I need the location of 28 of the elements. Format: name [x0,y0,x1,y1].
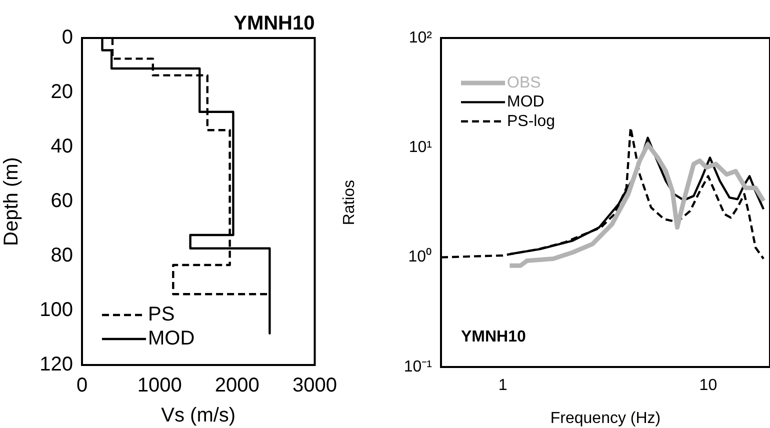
legend-label: PS-log [507,112,556,130]
annotation: YMNH10 [461,328,526,346]
legend-label: OBS [507,74,541,92]
y-tick-label: 120 [40,354,73,376]
y-tick-label: 80 [50,244,73,267]
x-axis-title: Frequency (Hz) [550,410,661,427]
y-tick-label: 60 [50,190,73,212]
x-tick-label: 1000 [137,374,182,397]
x-axis-title: Vs (m/s) [161,404,236,427]
x-tick-label: 3000 [292,374,338,397]
y-tick-label: 40 [50,136,73,158]
y-axis-title: Depth (m) [0,157,23,246]
legend-label: MOD [148,328,195,350]
x-tick-label: 0 [76,374,88,397]
x-tick-label: 10 [699,377,718,394]
y-tick-label: 100 [40,299,73,322]
y-tick-label: 10⁰ [408,248,432,266]
y-tick-label: 10² [408,29,433,46]
y-tick-label: 0 [62,26,73,49]
x-tick-label: 1 [498,377,508,394]
y-tick-label: 10¹ [408,139,432,156]
x-tick-label: 2000 [214,374,260,397]
chart-title: YMNH10 [234,12,315,35]
y-tick-label: 20 [50,81,73,104]
y-axis-title: Ratios [341,180,358,226]
legend-label: MOD [507,94,544,111]
legend-label: PS [148,304,175,326]
y-tick-label: 10⁻¹ [404,358,432,376]
